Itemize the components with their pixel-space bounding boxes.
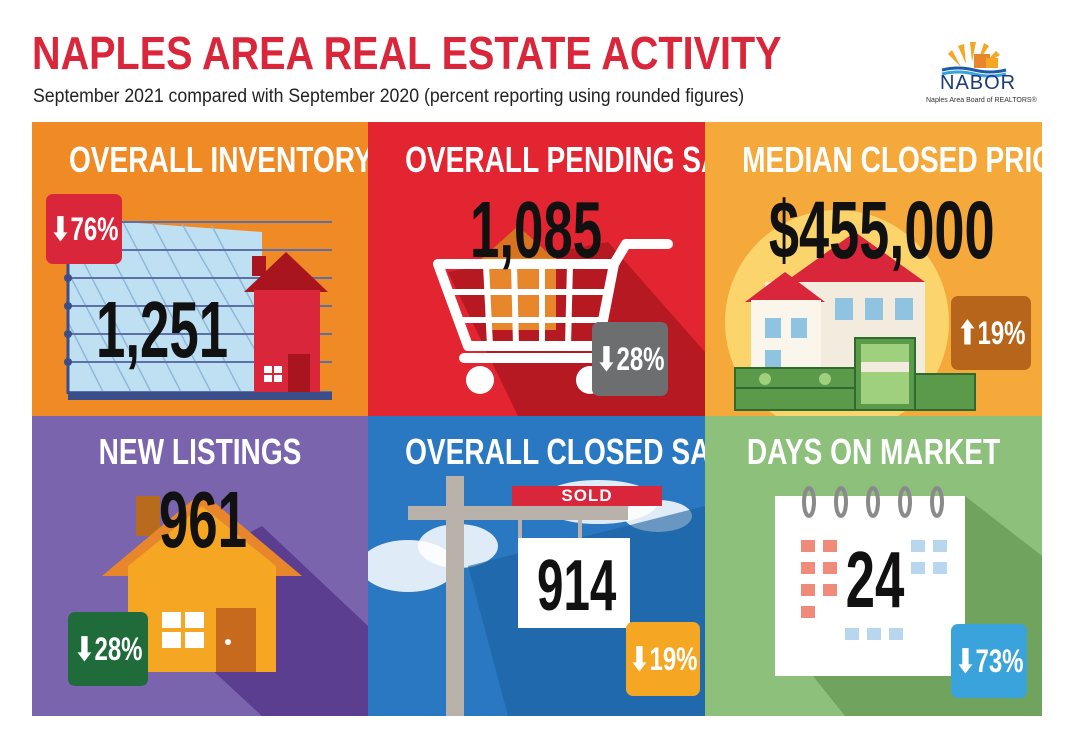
arrow-down-icon: ⬇	[49, 211, 71, 247]
tile-value: $455,000	[768, 185, 995, 276]
arrow-down-icon: ⬇	[73, 631, 95, 667]
change-value: 73%	[975, 643, 1024, 679]
tile-title: OVERALL INVENTORY	[68, 139, 368, 180]
tile-title: OVERALL PENDING SALES	[405, 139, 705, 180]
change-value: 19%	[977, 315, 1026, 351]
tile-median-closed-price: MEDIAN CLOSED PRICE $455,000 ⬆19%	[705, 122, 1042, 416]
page-subtitle: September 2021 compared with September 2…	[33, 86, 745, 107]
tile-title: MEDIAN CLOSED PRICE	[742, 139, 1042, 180]
stats-grid: OVERALL INVENTORY	[32, 122, 1042, 716]
tile-title: DAYS ON MARKET	[746, 431, 1001, 472]
tile-value: 1,085	[470, 185, 603, 274]
tile-overall-pending-sales: OVERALL PENDING SALES 1,085 ⬇28%	[368, 122, 705, 416]
arrow-down-icon: ⬇	[595, 341, 617, 377]
tile-value: 1,251	[96, 285, 229, 374]
change-badge: ⬇28%	[68, 612, 148, 686]
change-badge: ⬇73%	[951, 624, 1027, 698]
change-badge: ⬆19%	[951, 296, 1031, 370]
change-badge: ⬇28%	[592, 322, 668, 396]
tile-overall-closed-sales: OVERALL CLOSED SALES SOLD 914 ⬇19%	[368, 416, 705, 716]
arrow-up-icon: ⬆	[956, 315, 978, 351]
logo-name: NABOR	[940, 72, 1017, 94]
arrow-down-icon: ⬇	[628, 641, 650, 677]
change-badge: ⬇76%	[46, 194, 122, 264]
tile-new-listings: NEW LISTINGS 961 ⬇28%	[32, 416, 368, 716]
tile-value: 961	[158, 475, 248, 564]
logo-tagline: Naples Area Board of REALTORS®	[926, 97, 1037, 104]
change-value: 28%	[94, 631, 143, 667]
sold-sign-label: SOLD	[561, 486, 613, 505]
change-value: 19%	[649, 641, 698, 677]
tile-title: OVERALL CLOSED SALES	[405, 431, 705, 472]
tile-title: NEW LISTINGS	[98, 431, 302, 472]
page-title: NAPLES AREA REAL ESTATE ACTIVITY	[32, 27, 782, 79]
tile-days-on-market: DAYS ON MARKET 24 ⬇73%	[705, 416, 1042, 716]
calendar-icon	[775, 486, 1042, 716]
arrow-down-icon: ⬇	[954, 643, 976, 679]
house-icon	[102, 492, 368, 716]
change-value: 76%	[70, 211, 119, 247]
tile-value: 914	[537, 546, 617, 626]
tile-overall-inventory: OVERALL INVENTORY	[32, 122, 368, 416]
change-badge: ⬇19%	[626, 622, 700, 696]
tile-value: 24	[845, 535, 905, 624]
sun-logo-icon	[941, 42, 1007, 78]
house-money-icon	[725, 210, 976, 416]
change-value: 28%	[616, 341, 665, 377]
